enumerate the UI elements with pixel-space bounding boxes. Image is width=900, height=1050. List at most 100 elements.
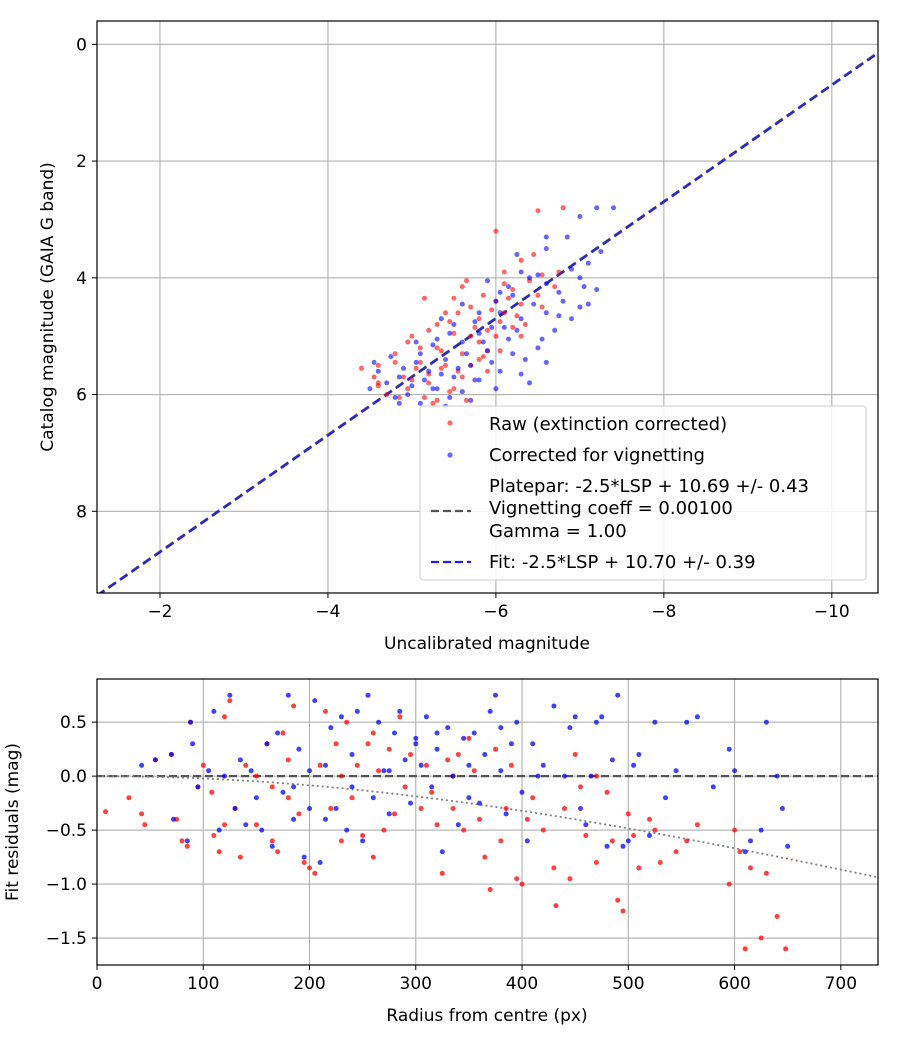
raw-point	[222, 714, 227, 720]
bottom-x-axis-label: Radius from centre (px)	[386, 1006, 587, 1026]
raw-point	[200, 762, 206, 768]
corrected-point	[447, 395, 453, 400]
legend-label-fit: Fit: -2.5*LSP + 10.70 +/- 0.39	[489, 552, 756, 573]
corrected-point	[438, 316, 444, 322]
y-tick-label: −1.0	[46, 875, 87, 895]
corrected-point	[349, 784, 355, 790]
corrected-point	[514, 327, 520, 333]
raw-point	[518, 257, 524, 263]
raw-point	[657, 860, 663, 865]
corrected-point	[543, 310, 549, 316]
raw-point	[514, 313, 520, 319]
corrected-point	[328, 725, 334, 731]
raw-point	[459, 374, 465, 380]
raw-point	[434, 322, 440, 327]
raw-point	[485, 327, 490, 333]
raw-point	[535, 208, 541, 214]
raw-point	[447, 389, 453, 395]
raw-point	[126, 795, 132, 801]
x-tick-label: 300	[400, 974, 432, 994]
raw-point	[317, 762, 323, 768]
corrected-point	[392, 395, 398, 400]
raw-point	[209, 789, 215, 795]
corrected-point	[519, 789, 525, 795]
corrected-point	[742, 849, 748, 855]
corrected-point	[396, 374, 402, 380]
legend-label-platepar-line1: Platepar: -2.5*LSP + 10.69 +/- 0.43	[489, 476, 809, 497]
raw-point	[625, 811, 631, 817]
corrected-point	[518, 316, 524, 322]
corrected-point	[447, 330, 453, 336]
corrected-point	[485, 348, 490, 354]
corrected-point	[397, 708, 403, 714]
corrected-point	[171, 816, 176, 822]
legend-marker-corrected	[447, 452, 453, 458]
legend-label-corrected: Corrected for vignetting	[489, 445, 705, 466]
raw-point	[493, 228, 499, 234]
corrected-point	[543, 359, 549, 365]
corrected-point	[317, 860, 323, 865]
raw-point	[307, 865, 312, 871]
raw-point	[694, 822, 700, 828]
raw-point	[636, 865, 642, 871]
raw-point	[501, 310, 507, 316]
corrected-point	[409, 383, 415, 389]
y-tick-label: 2	[76, 152, 87, 172]
bottom-panel: 0 100 200 300 400 500 600 700 −1.5 −1.0 −0.5 0.0 0.5…	[3, 678, 879, 1026]
corrected-point	[620, 843, 626, 849]
y-tick-label: 0	[76, 35, 87, 55]
corrected-point	[396, 400, 402, 406]
corrected-point	[237, 757, 243, 763]
x-tick-label: −2	[147, 602, 172, 622]
raw-point	[222, 822, 227, 828]
raw-point	[593, 773, 599, 779]
x-tick-label: 0	[92, 974, 103, 994]
corrected-point	[551, 703, 557, 709]
corrected-point	[349, 752, 355, 757]
raw-point	[323, 708, 328, 714]
corrected-point	[598, 249, 604, 255]
corrected-point	[732, 768, 738, 774]
corrected-point	[609, 757, 615, 763]
corrected-point	[413, 735, 419, 741]
corrected-point	[451, 374, 457, 380]
raw-point	[179, 838, 185, 844]
corrected-point	[259, 827, 265, 833]
corrected-point	[459, 339, 465, 345]
corrected-point	[296, 746, 302, 752]
corrected-point	[384, 380, 390, 386]
raw-point	[371, 374, 377, 380]
corrected-point	[518, 269, 524, 275]
raw-point	[530, 795, 536, 801]
x-tick-label: 700	[825, 974, 857, 994]
raw-point	[476, 316, 482, 322]
raw-point	[652, 827, 658, 833]
corrected-point	[426, 368, 432, 374]
raw-point	[328, 806, 334, 811]
corrected-point	[498, 768, 504, 774]
raw-point	[774, 913, 780, 919]
x-tick-label: 100	[187, 974, 219, 994]
raw-point	[397, 714, 403, 720]
raw-point	[501, 269, 507, 275]
raw-point	[405, 339, 411, 345]
raw-point	[409, 333, 415, 339]
top-plot-area	[98, 51, 878, 593]
corrected-point	[577, 275, 583, 281]
corrected-point	[216, 827, 222, 833]
raw-point	[737, 849, 743, 855]
corrected-point	[376, 719, 382, 725]
raw-point	[539, 272, 545, 278]
corrected-point	[663, 795, 668, 801]
corrected-point	[535, 773, 541, 779]
raw-point	[742, 946, 748, 952]
corrected-point	[464, 351, 469, 357]
corrected-point	[429, 784, 435, 790]
raw-point	[359, 365, 364, 371]
corrected-point	[530, 741, 536, 747]
corrected-point	[535, 345, 541, 351]
raw-point	[142, 822, 148, 828]
raw-point	[459, 284, 465, 290]
y-tick-label: 4	[76, 269, 87, 289]
